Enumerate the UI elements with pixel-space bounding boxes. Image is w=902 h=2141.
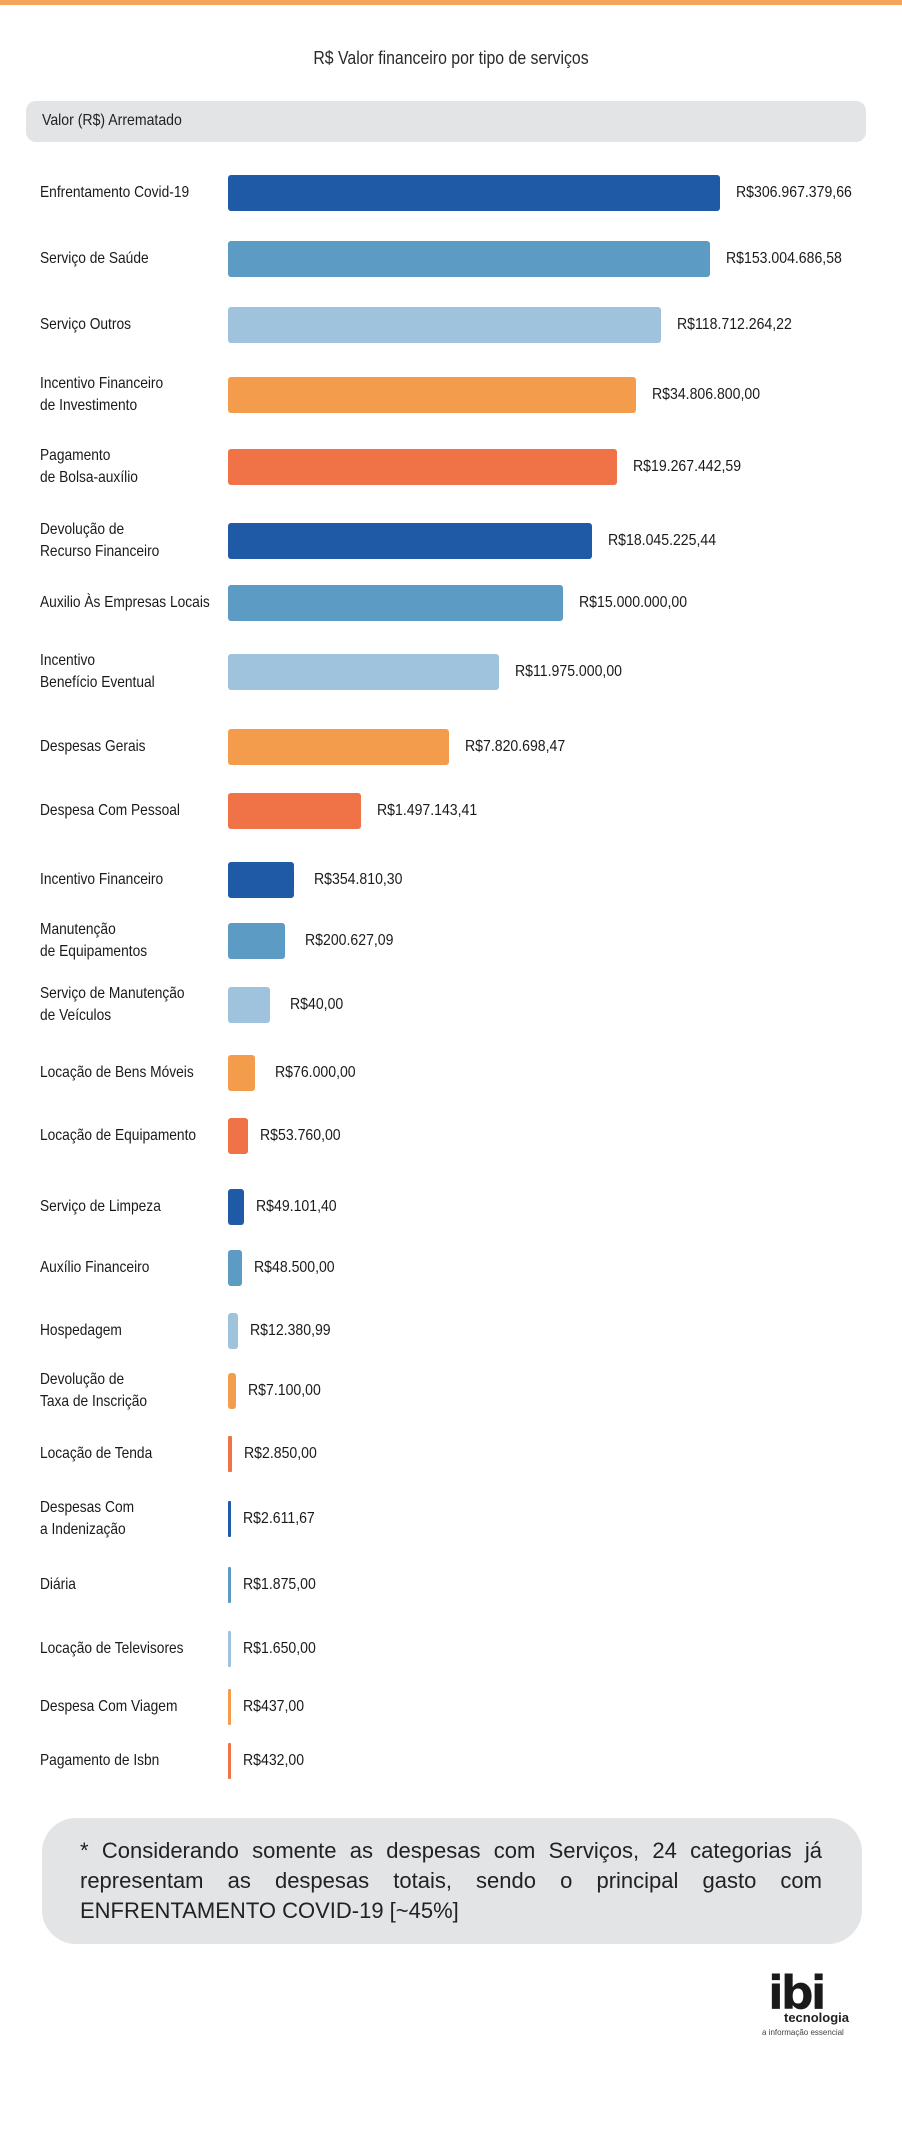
bar: [228, 1313, 238, 1349]
bar: [228, 1373, 236, 1409]
category-label: Locação de Televisores: [40, 1640, 184, 1657]
category-label: Enfrentamento Covid-19: [40, 184, 190, 201]
bar: [228, 1743, 231, 1779]
value-header-label: Valor (R$) Arrematado: [42, 112, 182, 129]
category-label: Incentivo Financeiro: [40, 871, 164, 888]
bar: [228, 729, 449, 765]
bar: [228, 1631, 231, 1667]
logo-subtitle: tecnologia: [784, 2010, 850, 2025]
bar: [228, 1689, 231, 1725]
bar-chart: Enfrentamento Covid-19 R$306.967.379,66 Se…: [40, 175, 852, 1779]
category-label: Despesa Com Viagem: [40, 1698, 178, 1715]
company-logo: ibi tecnologia a informação essencial: [760, 1966, 880, 2046]
category-label: Locação de Bens Móveis: [40, 1064, 194, 1081]
category-label: Incentivo Benefício Eventual: [40, 652, 155, 691]
category-label: Serviço Outros: [40, 316, 131, 333]
bar: [228, 1501, 231, 1537]
footnote-text: * Considerando somente as despesas com S…: [80, 1838, 822, 1923]
category-label: Despesas Gerais: [40, 738, 146, 755]
category-label: Despesa Com Pessoal: [40, 802, 180, 819]
bar-value-label: R$12.380,99: [250, 1322, 331, 1339]
bar: [228, 862, 294, 898]
category-label: Diária: [40, 1576, 76, 1593]
bar-value-label: R$7.820.698,47: [465, 738, 566, 755]
bar-value-label: R$2.850,00: [244, 1445, 317, 1462]
category-label: Locação de Tenda: [40, 1445, 153, 1462]
bar: [228, 1189, 244, 1225]
bar-value-label: R$200.627,09: [305, 932, 394, 949]
bar: [228, 307, 661, 343]
bar-value-label: R$1.497.143,41: [377, 802, 478, 819]
bar-value-label: R$1.650,00: [243, 1640, 316, 1657]
logo-brand: ibi: [768, 1966, 826, 2020]
category-label: Serviço de Saúde: [40, 250, 149, 267]
bar: [228, 449, 617, 485]
category-label: Serviço de Limpeza: [40, 1198, 161, 1215]
bar-value-label: R$49.101,40: [256, 1198, 337, 1215]
bar-value-label: R$76.000,00: [275, 1064, 356, 1081]
logo-tagline: a informação essencial: [762, 2028, 844, 2037]
bar-value-label: R$432,00: [243, 1752, 305, 1769]
category-label: Locação de Equipamento: [40, 1127, 197, 1144]
bar-value-label: R$306.967.379,66: [736, 184, 852, 201]
bar-value-label: R$34.806.800,00: [652, 386, 761, 403]
bar: [228, 1567, 231, 1603]
bar-value-label: R$118.712.264,22: [677, 316, 792, 333]
bar-value-label: R$11.975.000,00: [515, 663, 623, 680]
category-label: Despesas Com a Indenização: [40, 1499, 135, 1538]
bar: [228, 523, 592, 559]
value-header-bar: Valor (R$) Arrematado: [26, 101, 866, 142]
bar-value-label: R$53.760,00: [260, 1127, 341, 1144]
category-label: Pagamento de Bolsa-auxílio: [40, 447, 138, 486]
bar-value-label: R$15.000.000,00: [579, 594, 688, 611]
category-label: Serviço de Manutenção de Veículos: [40, 985, 185, 1024]
bar-value-label: R$18.045.225,44: [608, 532, 717, 549]
footnote-box: * Considerando somente as despesas com S…: [42, 1818, 862, 1944]
bar: [228, 654, 499, 690]
bar-value-label: R$48.500,00: [254, 1259, 335, 1276]
bar: [228, 1250, 242, 1286]
category-label: Auxílio Financeiro: [40, 1259, 150, 1276]
bar: [228, 793, 361, 829]
bar-value-label: R$2.611,67: [243, 1510, 315, 1527]
category-label: Manutenção de Equipamentos: [40, 921, 148, 960]
bar: [228, 241, 710, 277]
bar: [228, 377, 636, 413]
bar: [228, 1118, 248, 1154]
bar-value-label: R$354.810,30: [314, 871, 403, 888]
category-label: Hospedagem: [40, 1322, 122, 1339]
bar: [228, 1436, 232, 1472]
chart-title: R$ Valor financeiro por tipo de serviços: [313, 48, 589, 68]
bar-value-label: R$40,00: [290, 996, 344, 1013]
bar-value-label: R$153.004.686,58: [726, 250, 842, 267]
bar: [228, 923, 285, 959]
bar-value-label: R$7.100,00: [248, 1382, 321, 1399]
category-label: Incentivo Financeiro de Investimento: [40, 375, 164, 414]
bar-value-label: R$19.267.442,59: [633, 458, 742, 475]
category-label: Devolução de Recurso Financeiro: [40, 521, 160, 560]
category-label: Pagamento de Isbn: [40, 1752, 160, 1769]
bar: [228, 175, 720, 211]
category-label: Devolução de Taxa de Inscrição: [40, 1371, 148, 1410]
bar: [228, 585, 563, 621]
top-accent-stripe: [0, 0, 902, 5]
bar: [228, 987, 270, 1023]
category-label: Auxilio Às Empresas Locais: [40, 594, 210, 611]
bar-value-label: R$437,00: [243, 1698, 305, 1715]
bar: [228, 1055, 255, 1091]
bar-value-label: R$1.875,00: [243, 1576, 316, 1593]
